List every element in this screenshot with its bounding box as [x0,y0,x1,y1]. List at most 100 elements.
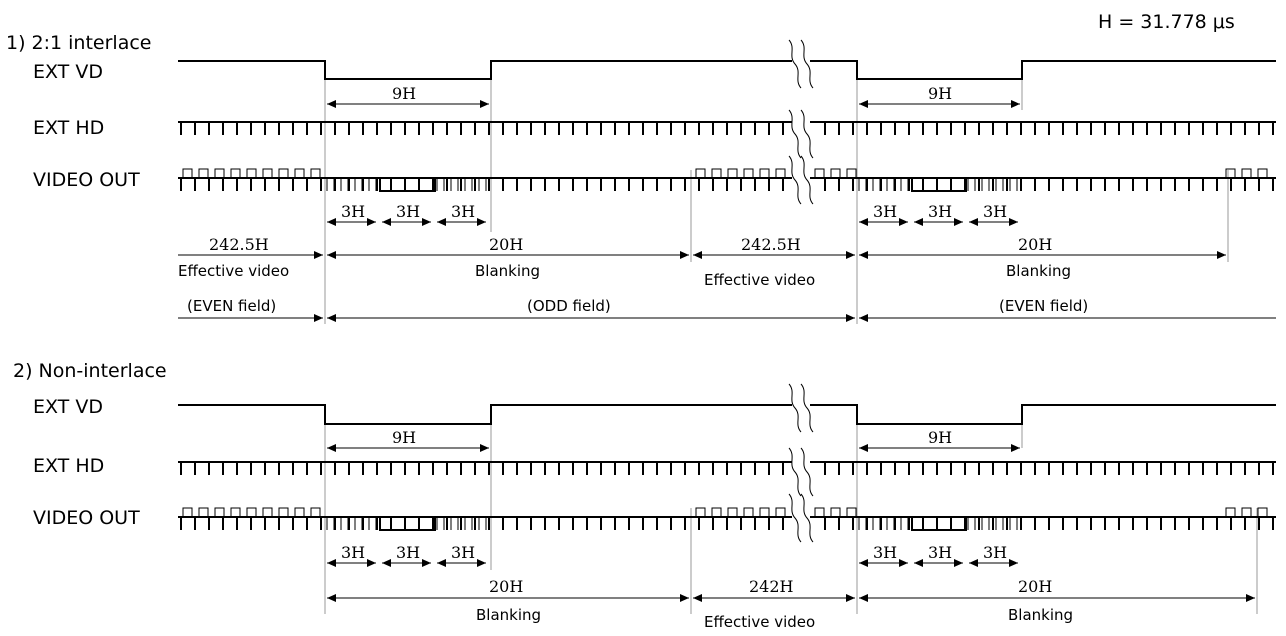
dimension-3h-label: 3H [928,543,952,562]
dimension-3h-group: 3H 3H 3H 3H 3H 3H [327,543,1018,567]
dimension-arrow [477,218,486,226]
signal-label-ext-vd: EXT VD [33,396,103,418]
svg-text:9H: 9H [928,428,952,447]
dimension-arrow [367,218,376,226]
dimension-9h: 9H [859,428,1020,452]
dimension-arrow [437,559,446,567]
video-active-pulse [711,507,722,518]
dimension-9h: 9H [327,428,489,452]
video-active-pulse [775,507,786,518]
signal-label-ext-vd: EXT VD [33,61,103,83]
dimension-3h-label: 3H [396,543,420,562]
video-active-pulse [294,168,305,179]
dimension-3h-label: 3H [341,202,365,221]
dimension-arrow [1009,559,1018,567]
dimension-9h: 9H [327,84,489,108]
span-value: 242.5H [209,235,269,254]
span-value: 20H [489,577,523,596]
video-active-pulse [759,168,770,179]
span-caption: Effective video [704,613,815,631]
span-caption: Effective video [178,262,289,280]
dimension-arrow [437,218,446,226]
video-active-pulse [1225,168,1236,179]
video-active-pulse [262,168,273,179]
dimension-arrow [954,218,963,226]
span-row: 242.5H Effective video 20H Blanking 242.… [178,235,1226,289]
field-label: (EVEN field) [999,297,1088,315]
span-value: 242H [749,577,794,596]
span-value: 20H [1018,235,1052,254]
dimension-arrow [422,218,431,226]
video-vsync-block [379,178,436,192]
break-symbol [788,39,814,89]
ext-hd-waveform [178,121,1276,135]
video-active-pulse [246,168,257,179]
dimension-arrow [969,218,978,226]
video-active-pulse [278,507,289,518]
dimension-arrow [969,559,978,567]
dimension-arrow [422,559,431,567]
signal-label-ext-hd: EXT HD [33,455,104,477]
break-symbol [788,109,814,159]
break-symbol [788,493,814,543]
video-active-pulse [246,507,257,518]
video-active-pulse [198,168,209,179]
video-active-pulse [310,507,321,518]
video-active-pulse [278,168,289,179]
dimension-arrow [899,559,908,567]
signal-label-ext-hd: EXT HD [33,117,104,139]
span-value: 242.5H [741,235,801,254]
dimension-3h-label: 3H [873,202,897,221]
video-vsync-block [379,517,436,531]
dimension-3h-label: 3H [873,543,897,562]
dimension-arrow [914,559,923,567]
dimension-arrow [859,218,868,226]
video-active-pulse [1257,507,1268,518]
dimension-3h-label: 3H [983,202,1007,221]
video-active-pulse [846,168,857,179]
dimension-3h-label: 3H [396,202,420,221]
video-active-pulse [814,507,825,518]
dimension-arrow [914,218,923,226]
dimension-3h-group: 3H 3H 3H 3H 3H 3H [327,202,1018,226]
video-active-pulse [727,168,738,179]
ext-vd-waveform [178,404,1276,425]
dimension-arrow [899,218,908,226]
svg-text:9H: 9H [392,428,416,447]
span-value: 20H [489,235,523,254]
video-active-pulse [1241,507,1252,518]
dimension-arrow [382,218,391,226]
break-symbol [788,447,814,497]
span-value: 20H [1018,577,1052,596]
video-active-pulse [695,168,706,179]
video-active-pulse [830,507,841,518]
video-active-pulse [214,507,225,518]
dimension-arrow [367,559,376,567]
span-caption: Blanking [476,606,541,624]
dimension-arrow [1009,218,1018,226]
field-label: (ODD field) [527,297,611,315]
span-caption: Blanking [1008,606,1073,624]
span-row: 20H Blanking 242H Effective video 20H Bl… [327,577,1255,631]
break-symbol [788,383,814,433]
video-active-pulse [182,507,193,518]
video-out-waveform [178,507,1276,531]
ext-vd-waveform [178,60,1276,80]
video-active-pulse [711,168,722,179]
dimension-3h-label: 3H [983,543,1007,562]
video-active-pulse [230,507,241,518]
ext-hd-waveform [178,461,1276,475]
video-active-pulse [1257,168,1268,179]
dimension-arrow [954,559,963,567]
span-caption: Blanking [475,262,540,280]
break-symbol [788,155,814,205]
video-active-pulse [1241,168,1252,179]
video-active-pulse [230,168,241,179]
signal-label-video-out: VIDEO OUT [33,507,140,529]
video-active-pulse [759,507,770,518]
video-active-pulse [262,507,273,518]
video-active-pulse [846,507,857,518]
video-active-pulse [294,507,305,518]
video-out-waveform [178,168,1276,192]
